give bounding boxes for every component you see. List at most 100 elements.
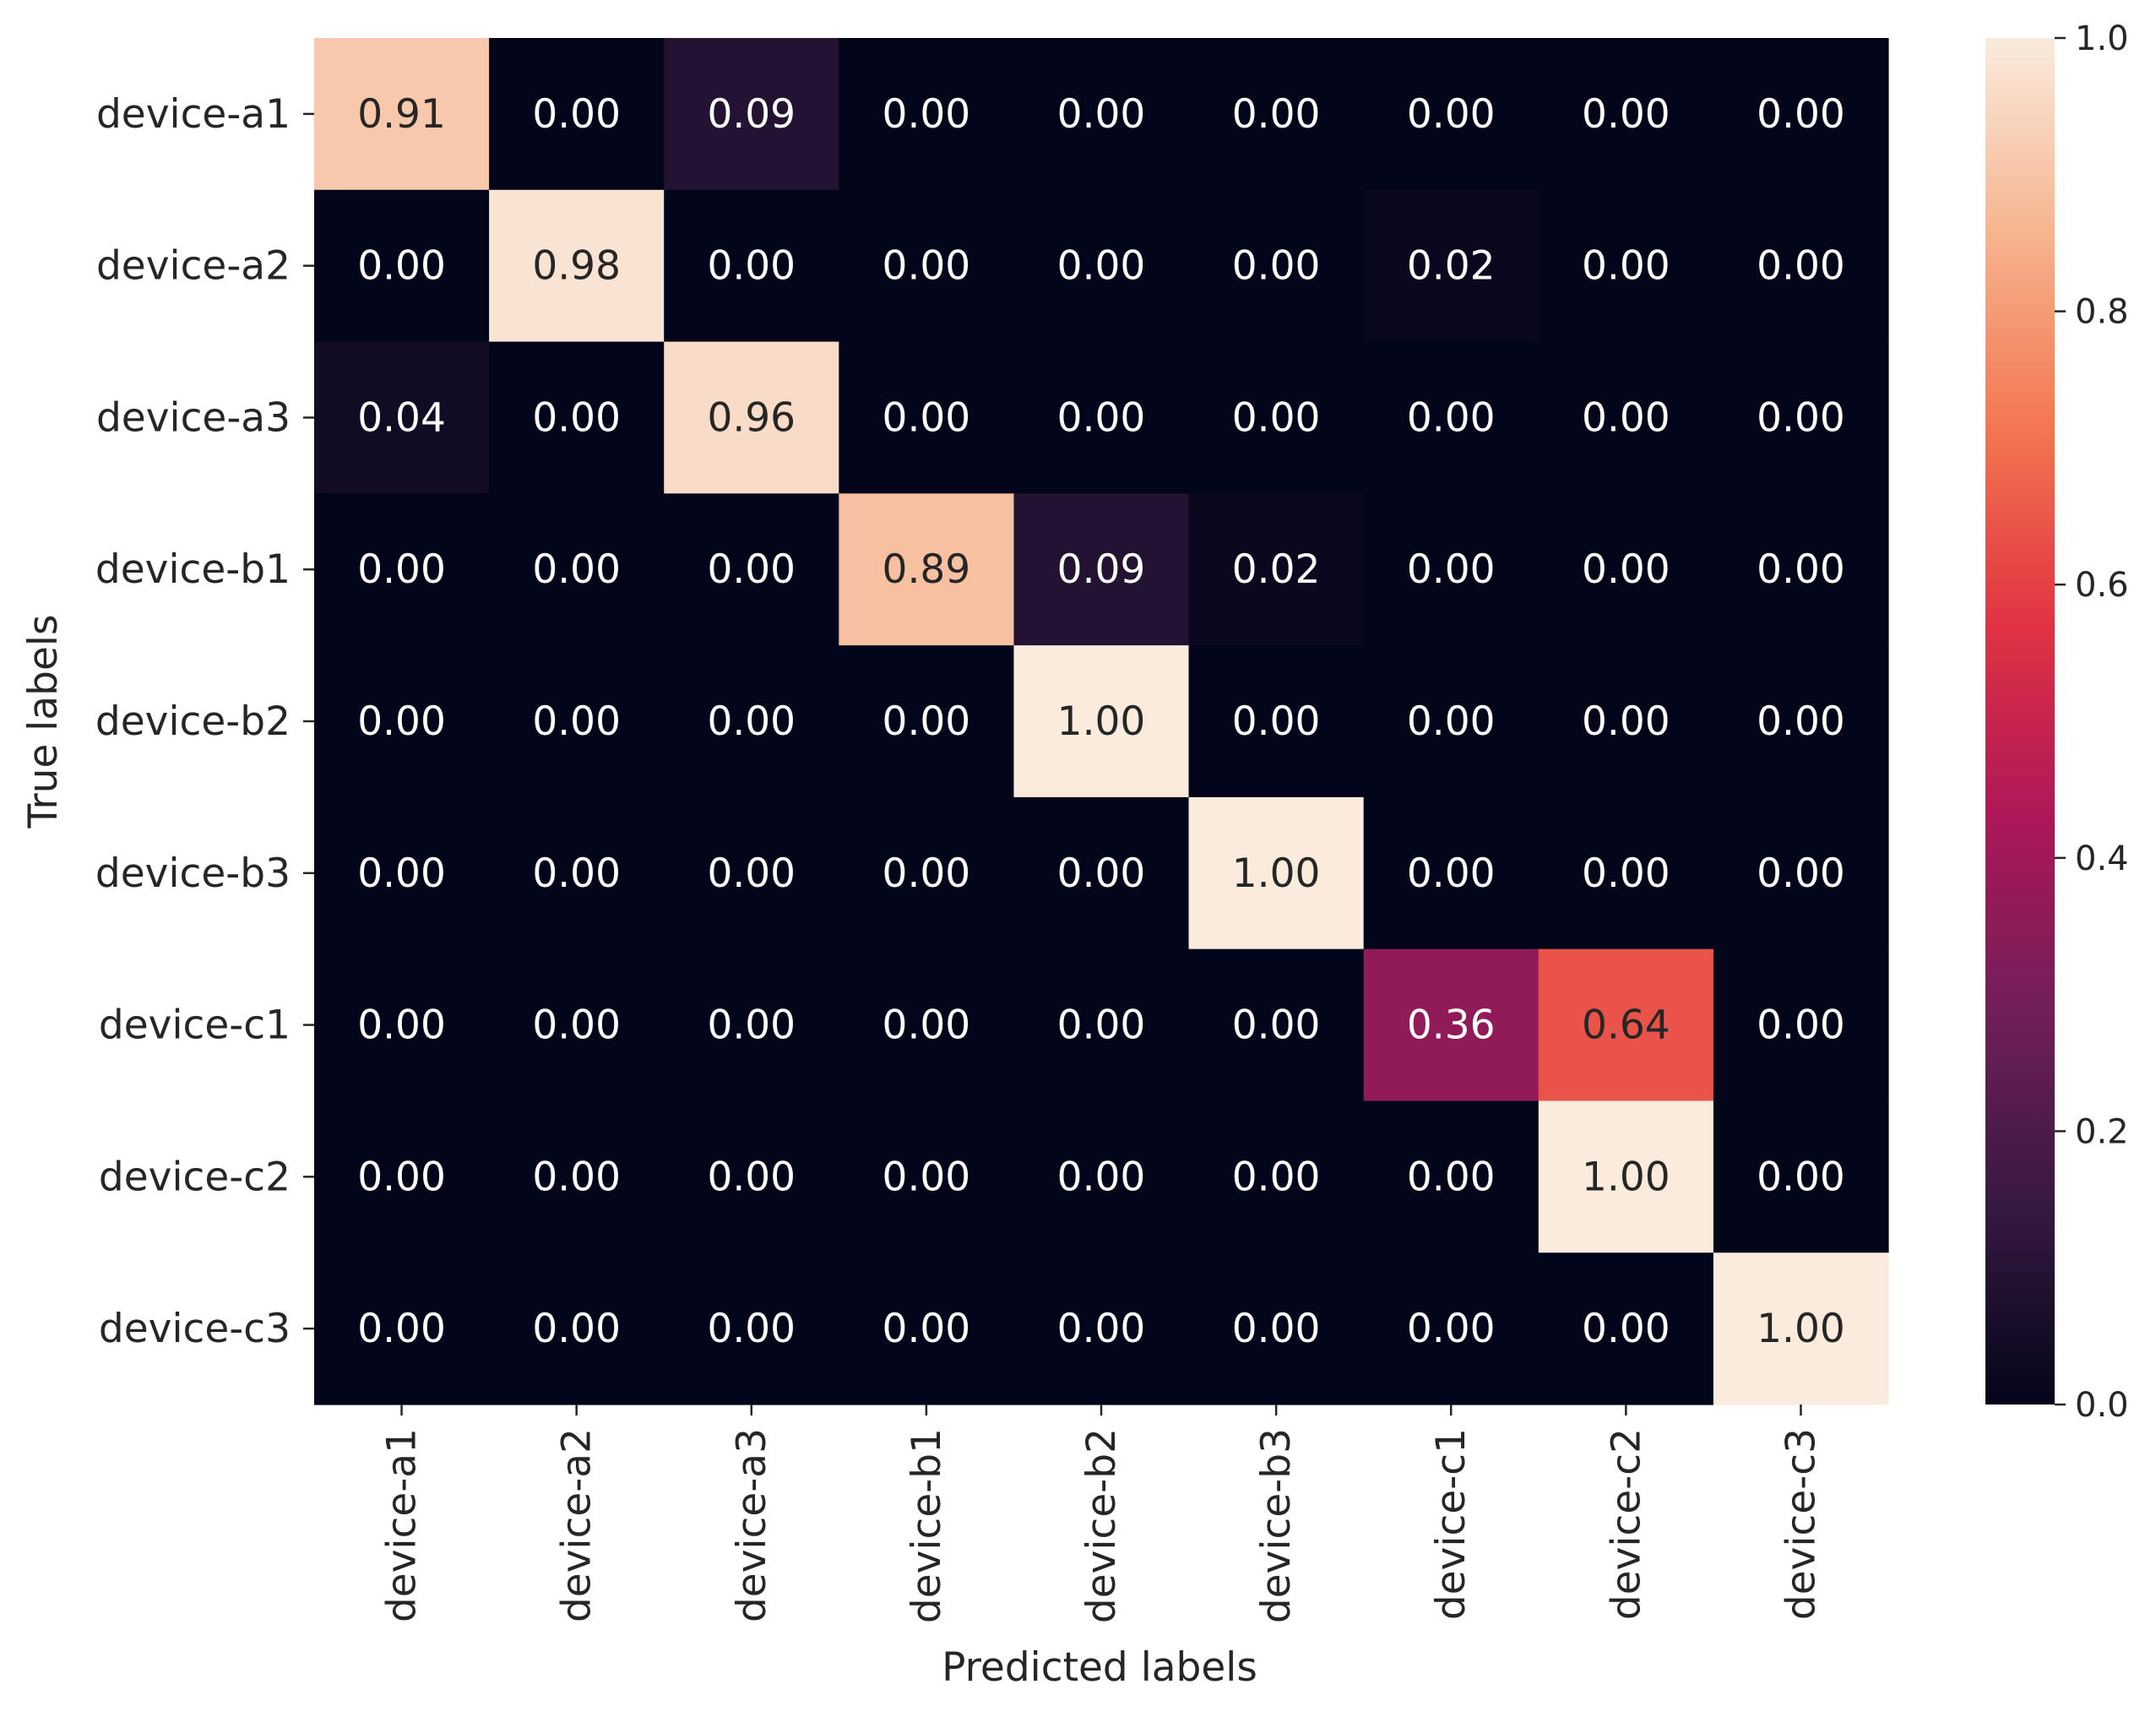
heatmap-cell [839,189,1015,343]
heatmap-cell [839,1100,1015,1253]
cell-value-label: 0.36 [1407,1002,1496,1049]
cell-value-label: 0.00 [1232,1154,1321,1200]
cell-value-label: 0.00 [532,1002,621,1049]
cell-value-label: 0.00 [1757,1154,1845,1200]
cell-value-label: 0.00 [357,698,446,745]
cell-value-label: 0.00 [1407,698,1496,745]
x-tick-label: device-c3 [1778,1428,1824,1620]
cell-value-label: 0.96 [707,394,796,441]
colorbar-ticks: 0.0 0.2 0.4 0.6 0.8 1.0 [2055,19,2129,1425]
heatmap-cell [489,948,665,1102]
cell-value-label: 0.00 [357,1306,446,1352]
heatmap-cell [489,493,665,646]
colorbar-tick-label: 0.6 [2075,566,2129,605]
cell-value-label: 0.00 [1057,1306,1146,1352]
heatmap-cell [1013,189,1190,343]
colorbar-tick-label: 0.2 [2075,1112,2129,1151]
cell-value-label: 0.00 [1232,698,1321,745]
heatmap-cell [489,1100,665,1253]
heatmap-cell [1538,493,1714,646]
cell-value-label: 0.00 [532,394,621,441]
heatmap-cell [1713,38,1889,191]
y-tick-label: device-b1 [95,546,291,593]
cell-value-label: 0.00 [532,698,621,745]
cell-value-label: 0.00 [1582,546,1670,593]
cell-value-label: 0.00 [882,1306,971,1352]
cell-value-label: 0.00 [1582,243,1670,290]
cell-value-label: 0.00 [707,1154,796,1200]
heatmap-cell [314,796,490,950]
heatmap-cell [1538,1100,1714,1253]
cell-value-label: 0.89 [882,546,971,593]
y-tick-label: device-a1 [96,91,291,138]
heatmap-cell [839,948,1015,1102]
x-tick-label: device-b1 [904,1428,950,1623]
heatmap-cell [664,38,839,191]
heatmap-cell [1538,38,1714,191]
cell-value-label: 0.02 [1232,546,1321,593]
colorbar-tick-label: 0.8 [2075,293,2129,332]
heatmap-cell [1013,38,1190,191]
heatmap-cell [1538,341,1714,494]
heatmap-cell [664,948,839,1102]
cell-value-label: 0.00 [357,850,446,897]
cell-value-label: 0.00 [1582,394,1670,441]
cell-value-label: 0.00 [1757,1002,1845,1049]
colorbar-tick-label: 0.4 [2075,839,2129,878]
cell-value-label: 0.00 [357,1002,446,1049]
cell-value-label: 0.00 [1057,91,1146,138]
heatmap-cell [1363,493,1540,646]
cell-value-label: 0.00 [1407,546,1496,593]
heatmap-cell [489,1252,665,1405]
heatmap-cell [1363,645,1540,798]
cell-value-label: 0.00 [1407,394,1496,441]
cell-value-label: 0.00 [1407,850,1496,897]
cell-value-label: 0.64 [1582,1002,1670,1049]
heatmap-cell [1713,341,1889,494]
cell-value-label: 0.00 [1582,91,1670,138]
heatmap-cell [664,189,839,343]
cell-value-label: 0.00 [532,1154,621,1200]
heatmap-cell [1363,189,1540,343]
cell-value-label: 0.00 [882,91,971,138]
cell-value-label: 0.00 [882,1154,971,1200]
heatmap-cell [1713,796,1889,950]
heatmap-cell [664,645,839,798]
cell-value-label: 0.00 [1057,243,1146,290]
heatmap-cell [1188,493,1365,646]
cell-value-label: 0.04 [357,394,446,441]
cell-value-label: 0.00 [1407,1154,1496,1200]
cell-value-label: 0.00 [1757,698,1845,745]
cell-value-label: 0.00 [882,394,971,441]
x-tick-label: device-a1 [379,1428,426,1622]
cell-value-label: 0.00 [1582,850,1670,897]
cell-value-label: 0.00 [1057,850,1146,897]
heatmap-cell [1013,1100,1190,1253]
cell-value-label: 0.00 [357,546,446,593]
heatmap-cell [489,796,665,950]
cell-value-label: 0.00 [1582,1306,1670,1352]
cell-value-label: 0.00 [1757,91,1845,138]
heatmap-cell [1713,645,1889,798]
heatmap-cell [1188,1252,1365,1405]
heatmap-cell [839,1252,1015,1405]
heatmap-cell [1013,341,1190,494]
colorbar-gradient [1985,38,2055,1405]
heatmap-cell [664,1252,839,1405]
x-tick-label: device-a2 [554,1428,600,1622]
heatmap-cell [839,645,1015,798]
heatmap-cell [1713,1100,1889,1253]
heatmap-cell [314,948,490,1102]
y-axis-ticks: device-a1 device-a2 device-a3 device-b1 devi… [95,91,314,1352]
heatmap-cell [1188,796,1365,950]
heatmap-cell [314,645,490,798]
cell-value-label: 0.00 [357,1154,446,1200]
cell-value-label: 0.00 [1582,698,1670,745]
heatmap-cell [489,645,665,798]
colorbar-tick-label: 1.0 [2075,19,2129,58]
cell-value-label: 0.00 [1232,1306,1321,1352]
cell-value-label: 0.09 [1057,546,1146,593]
heatmap-cell [664,341,839,494]
cell-value-label: 1.00 [1582,1154,1670,1200]
